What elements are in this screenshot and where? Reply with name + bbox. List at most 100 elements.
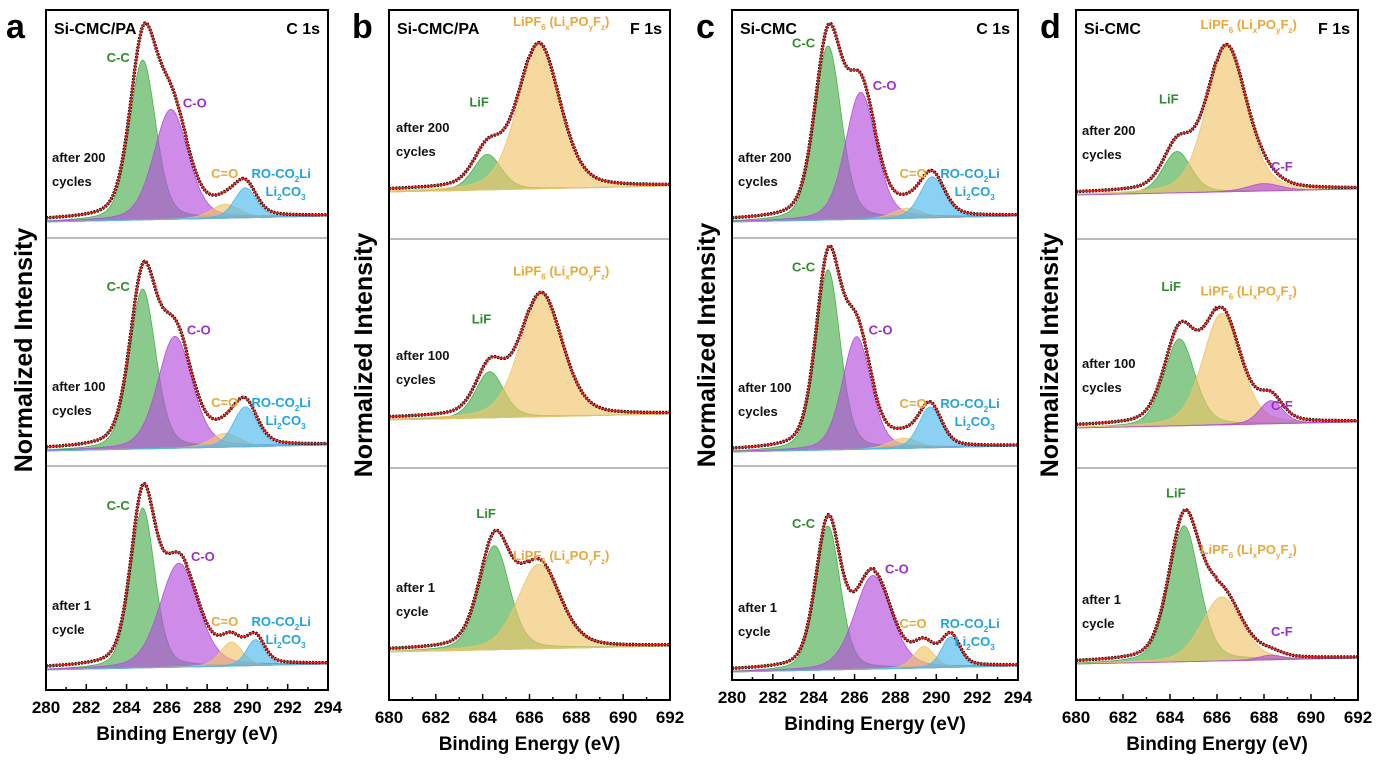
component-peak-lipf6-lixpoyf2- (389, 43, 670, 193)
fit-envelope-line (732, 514, 1018, 670)
peak-label-li2co3: Li2CO3 (266, 632, 307, 650)
cycle-label: after 1 (738, 600, 777, 615)
x-tick-label: 686 (1203, 708, 1231, 727)
spectrum-stack (732, 243, 1018, 453)
peak-label-c-c: C-C (792, 260, 816, 275)
peak-label-lipf6: LiPF6 (LixPOyFz) (1201, 17, 1297, 35)
peak-label-li2co3: Li2CO3 (266, 413, 307, 431)
peak-label-c-o: C-O (187, 322, 211, 337)
cycle-label: cycles (738, 174, 778, 189)
x-tick-label: 288 (193, 698, 221, 717)
x-tick-label: 680 (1062, 708, 1090, 727)
spectrum-stack (732, 513, 1018, 673)
peak-label-lif: LiF (1166, 486, 1186, 501)
spectrum-stack (732, 21, 1018, 223)
panel-letter: c (696, 8, 715, 46)
peak-label-li2co3: Li2CO3 (955, 634, 996, 652)
fit-envelope-line (389, 529, 670, 650)
component-peak-ro-co2li-li2co3 (732, 176, 1018, 223)
component-peak-ro-co2li-li2co3 (732, 636, 1018, 673)
cycle-label: after 100 (52, 379, 105, 394)
x-tick-label: 690 (609, 708, 637, 727)
fit-envelope-line (1076, 306, 1358, 426)
x-tick-label: 692 (1344, 708, 1372, 727)
peak-label-c-double-o: C=O (211, 614, 238, 629)
peak-label-c-double-o: C=O (900, 616, 927, 631)
x-tick-label: 692 (656, 708, 684, 727)
fit-envelope-line (46, 483, 328, 667)
component-peak-c-f (1076, 654, 1358, 665)
peak-label-lif: LiF (1161, 279, 1181, 294)
x-tick-label: 286 (840, 688, 868, 707)
peak-label-lif: LiF (1159, 91, 1179, 106)
cycle-label: cycle (1082, 616, 1115, 631)
cycle-label: after 200 (396, 120, 449, 135)
panel-d: after 200 cycles LiF LiPF6 (LixPOyFz) C-F aft… (1036, 8, 1372, 755)
x-tick-label: 294 (1004, 688, 1033, 707)
peak-label-c-c: C-C (107, 279, 131, 294)
peak-label-c-f: C-F (1271, 398, 1293, 413)
peak-label-c-c: C-C (792, 36, 816, 51)
peak-label-ro-co2li: RO-CO2Li (251, 395, 310, 413)
spectrum-stack (1076, 305, 1358, 429)
peak-label-c-o: C-O (869, 323, 893, 338)
spectrum-stack (389, 40, 670, 193)
spectrum-stack (389, 290, 670, 421)
cycle-label: cycles (1082, 380, 1122, 395)
x-tick-label: 682 (1109, 708, 1137, 727)
peak-label-ro-co2li: RO-CO2Li (940, 616, 999, 634)
x-tick-label: 690 (1297, 708, 1325, 727)
panel-letter: a (6, 8, 26, 46)
cycle-label: cycle (738, 624, 771, 639)
cycle-label: after 1 (396, 580, 435, 595)
peak-label-c-double-o: C=O (900, 166, 927, 181)
cycle-label: after 100 (738, 380, 791, 395)
peak-label-c-c: C-C (107, 50, 131, 65)
peak-label-c-o: C-O (873, 78, 897, 93)
cycle-label: after 1 (1082, 592, 1121, 607)
cycle-label: cycles (396, 372, 436, 387)
fit-envelope-line (389, 41, 670, 190)
spectrum-stack (1076, 42, 1358, 196)
component-peak-lipf6-lixpoyf2- (1076, 46, 1358, 196)
x-tick-label: 292 (274, 698, 302, 717)
cycle-label: after 200 (52, 150, 105, 165)
peak-label-lipf6: LiPF6 (LixPOyFz) (513, 548, 609, 566)
peak-label-ro-co2li: RO-CO2Li (251, 166, 310, 184)
fit-envelope-line (46, 260, 328, 448)
component-peak-ro-co2li-li2co3 (46, 187, 328, 223)
fit-envelope-line (732, 22, 1018, 219)
peak-label-c-f: C-F (1271, 624, 1293, 639)
x-tick-label: 284 (800, 688, 829, 707)
peak-label-c-o: C-O (885, 561, 909, 576)
peak-label-c-c: C-C (107, 498, 131, 513)
cycle-label: after 200 (738, 150, 791, 165)
x-tick-label: 688 (562, 708, 590, 727)
x-tick-label: 290 (922, 688, 950, 707)
peak-label-li2co3: Li2CO3 (955, 184, 996, 202)
panel-core-level-title: F 1s (630, 21, 662, 38)
x-tick-label: 686 (515, 708, 543, 727)
cycle-label: after 1 (52, 598, 91, 613)
cycle-label: cycles (738, 404, 778, 419)
peak-label-li2co3: Li2CO3 (955, 414, 996, 432)
peak-label-c-double-o: C=O (900, 396, 927, 411)
x-tick-label: 290 (233, 698, 261, 717)
fit-envelope-line (1076, 43, 1358, 193)
peak-label-c-o: C-O (191, 549, 215, 564)
cycle-label: cycles (52, 174, 92, 189)
x-tick-label: 292 (963, 688, 991, 707)
peak-label-c-o: C-O (183, 95, 207, 110)
x-axis-label: Binding Energy (eV) (784, 714, 966, 735)
fit-envelope-line (732, 244, 1018, 449)
peak-label-lipf6: LiPF6 (LixPOyFz) (513, 14, 609, 32)
cycle-label: cycles (396, 144, 436, 159)
x-tick-label: 684 (1156, 708, 1185, 727)
panel-letter: b (352, 8, 373, 46)
cycle-label: cycles (52, 403, 92, 418)
y-axis-label: Normalized Intensity (1036, 233, 1064, 478)
y-axis-label: Normalized Intensity (350, 233, 378, 478)
x-tick-label: 284 (112, 698, 141, 717)
cycle-label: after 100 (1082, 356, 1135, 371)
